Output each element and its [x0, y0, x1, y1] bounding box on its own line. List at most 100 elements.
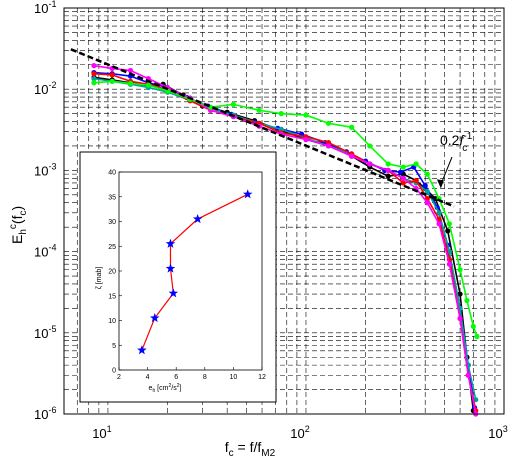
- series-4-point: [91, 63, 97, 69]
- inset-star-marker: [242, 189, 253, 199]
- series-3-point: [91, 71, 97, 77]
- series-5-point: [367, 143, 373, 149]
- inset-x-tick-label: 8: [203, 374, 207, 381]
- series-2-point: [424, 188, 430, 195]
- inset-x-label-rest: [cm: [155, 385, 168, 392]
- inset-star-marker: [192, 214, 203, 224]
- inset-y-tick-label: 5: [112, 343, 116, 350]
- series-4-point: [127, 67, 134, 74]
- series-4-point: [385, 167, 391, 173]
- annotation-text: 0.2f-1 c: [440, 131, 473, 154]
- series-5-point: [424, 171, 430, 177]
- series-2-point: [91, 76, 97, 82]
- series-5-point: [464, 297, 470, 304]
- inset-box: [79, 151, 277, 403]
- inset-y-tick-label: 35: [108, 194, 116, 201]
- inset-y-tick-label: 0: [112, 368, 116, 375]
- series-4-point: [303, 136, 309, 143]
- series-5-point: [127, 80, 134, 86]
- series-3-point: [400, 180, 406, 186]
- x-label-main: f: [225, 439, 229, 455]
- main-x-axis-label: fc = f/fM2: [225, 439, 276, 459]
- inset-x-tick-label: 12: [258, 374, 266, 381]
- series-5-point: [470, 323, 476, 329]
- y-tick-label: 10-6: [34, 405, 56, 422]
- annotation-sub: c: [462, 143, 467, 154]
- series-0-point: [457, 291, 463, 297]
- annotation-0.2f: 0.2f-1 c: [436, 131, 473, 189]
- inset-y-tick-label: 25: [108, 244, 116, 251]
- series-5-point: [91, 80, 97, 86]
- inset-x-label-sup1: 2: [168, 383, 171, 389]
- series-5-point: [145, 82, 151, 88]
- series-5-point: [474, 333, 480, 340]
- series-4-point: [465, 372, 471, 378]
- series-5-point: [457, 267, 463, 273]
- series-3-point: [413, 177, 419, 184]
- series-5-point: [413, 161, 419, 167]
- series-4-point: [446, 261, 452, 267]
- y-tick-label: 10-4: [34, 243, 56, 260]
- series-5-point: [446, 221, 452, 227]
- series-2-point: [436, 210, 442, 216]
- y-tick-label: 10-1: [34, 0, 56, 16]
- series-5-point: [385, 161, 391, 167]
- y-label-sup: c: [8, 224, 19, 229]
- series-4-point: [325, 143, 332, 149]
- series-5-point: [349, 124, 355, 130]
- x-label-sub: c: [229, 448, 234, 459]
- annotation-sup: -1: [463, 131, 472, 142]
- series-5-point: [109, 78, 115, 84]
- series-1-point: [397, 169, 404, 175]
- reference-line-0.2f-1: [70, 48, 455, 208]
- inset-star-marker: [165, 238, 176, 248]
- y-label-paren: (f: [9, 215, 25, 224]
- series-5-point: [278, 111, 284, 117]
- inset-x-label-main: e: [149, 385, 153, 392]
- inset-star-marker: [165, 263, 176, 273]
- series-5-point: [325, 120, 332, 126]
- inset-x-tick-label: 10: [230, 374, 238, 381]
- series-4-point: [436, 221, 442, 227]
- inset-x-label-mid: /s: [171, 385, 177, 392]
- y-label-sub: h: [18, 229, 29, 235]
- y-tick-label: 10-5: [34, 324, 56, 341]
- inset-y-tick-label: 20: [108, 269, 116, 276]
- main-series-group: [91, 63, 480, 417]
- inset-y-tick-label: 40: [108, 170, 116, 177]
- series-3-point: [109, 72, 115, 78]
- series-0-point: [445, 228, 451, 234]
- series-5-line: [93, 80, 478, 337]
- series-5-point: [230, 101, 236, 107]
- annotation-var: f: [459, 132, 465, 148]
- x-label-eq: = f/f: [234, 439, 262, 455]
- annotation-arrow: [440, 156, 453, 185]
- series-0-point: [385, 173, 391, 179]
- series-5-point: [256, 107, 262, 113]
- y-tick-label: 10-3: [34, 161, 56, 178]
- x-label-sub2: M2: [261, 448, 275, 459]
- x-tick-label: 103: [488, 424, 507, 441]
- inset-y-axis-label: ζ [mab]: [96, 267, 103, 290]
- inset-y-tick-label: 30: [108, 219, 116, 226]
- y-label-main: E: [9, 235, 25, 244]
- x-tick-label: 102: [290, 424, 309, 441]
- inset-y-tick-label: 10: [108, 318, 116, 325]
- inset-x-label-sub: h: [152, 388, 155, 394]
- series-4-point: [400, 175, 406, 181]
- inset-x-label-end: ]: [179, 385, 181, 392]
- inset-x-tick-label: 6: [174, 374, 178, 381]
- x-tick-label: 101: [92, 424, 111, 441]
- annotation-arrowhead: [436, 179, 444, 189]
- series-5-point: [303, 112, 309, 118]
- series-5-point: [400, 164, 406, 170]
- annotation-coef: 0.2: [440, 132, 460, 148]
- main-axes-frame: [63, 7, 505, 415]
- series-4-point: [367, 161, 373, 167]
- y-label-sub2: c: [18, 211, 29, 216]
- series-4-point: [349, 153, 355, 159]
- series-1-point: [422, 182, 428, 189]
- inset-series-group: [137, 189, 253, 355]
